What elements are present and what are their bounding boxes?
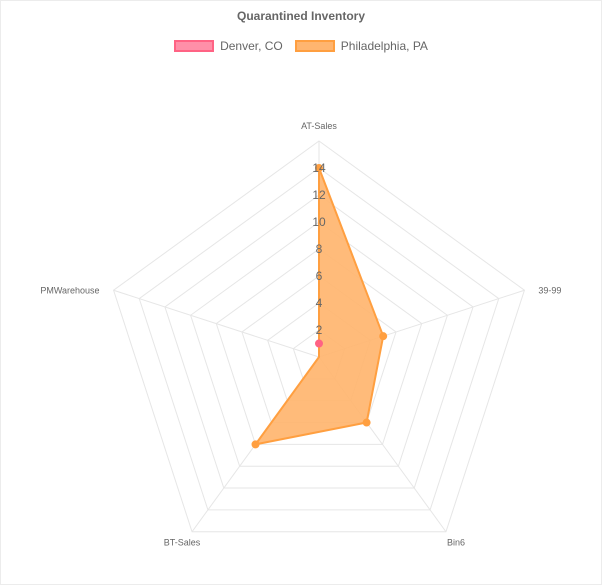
data-point	[379, 332, 388, 341]
chart-title: Quarantined Inventory	[236, 9, 366, 23]
grid-ring	[164, 194, 474, 489]
legend-item-denver[interactable]: Denver, CO	[174, 39, 283, 53]
grid-spoke	[113, 289, 320, 358]
series-area-1	[254, 167, 385, 446]
tick-label: 6	[316, 269, 323, 283]
category-label: AT-Sales	[301, 121, 337, 131]
category-label: Bin6	[447, 538, 465, 548]
tick-label: 10	[312, 215, 326, 229]
category-label: 39-99	[538, 285, 561, 295]
legend-label-philadelphia: Philadelphia, PA	[340, 39, 428, 53]
legend: Denver, CO Philadelphia, PA	[1, 39, 601, 53]
data-point	[315, 164, 323, 172]
grid-ring	[112, 140, 526, 533]
legend-swatch-philadelphia	[294, 40, 335, 52]
grid-ring	[215, 248, 423, 445]
tick-label: 14	[312, 161, 326, 175]
tick-label: 8	[316, 242, 323, 256]
data-point	[362, 418, 371, 427]
legend-item-philadelphia[interactable]: Philadelphia, PA	[294, 39, 428, 53]
category-label: BT-Sales	[164, 538, 201, 548]
legend-label-denver: Denver, CO	[220, 39, 283, 53]
tick-label: 2	[316, 323, 323, 337]
tick-label: 12	[312, 188, 326, 202]
legend-swatch-denver	[174, 40, 215, 52]
data-point	[315, 339, 323, 348]
grid-ring	[190, 221, 448, 467]
tick-label: 4	[316, 296, 323, 310]
category-label: PMWarehouse	[40, 285, 99, 295]
grid-ring	[138, 167, 500, 511]
data-point	[251, 440, 260, 449]
